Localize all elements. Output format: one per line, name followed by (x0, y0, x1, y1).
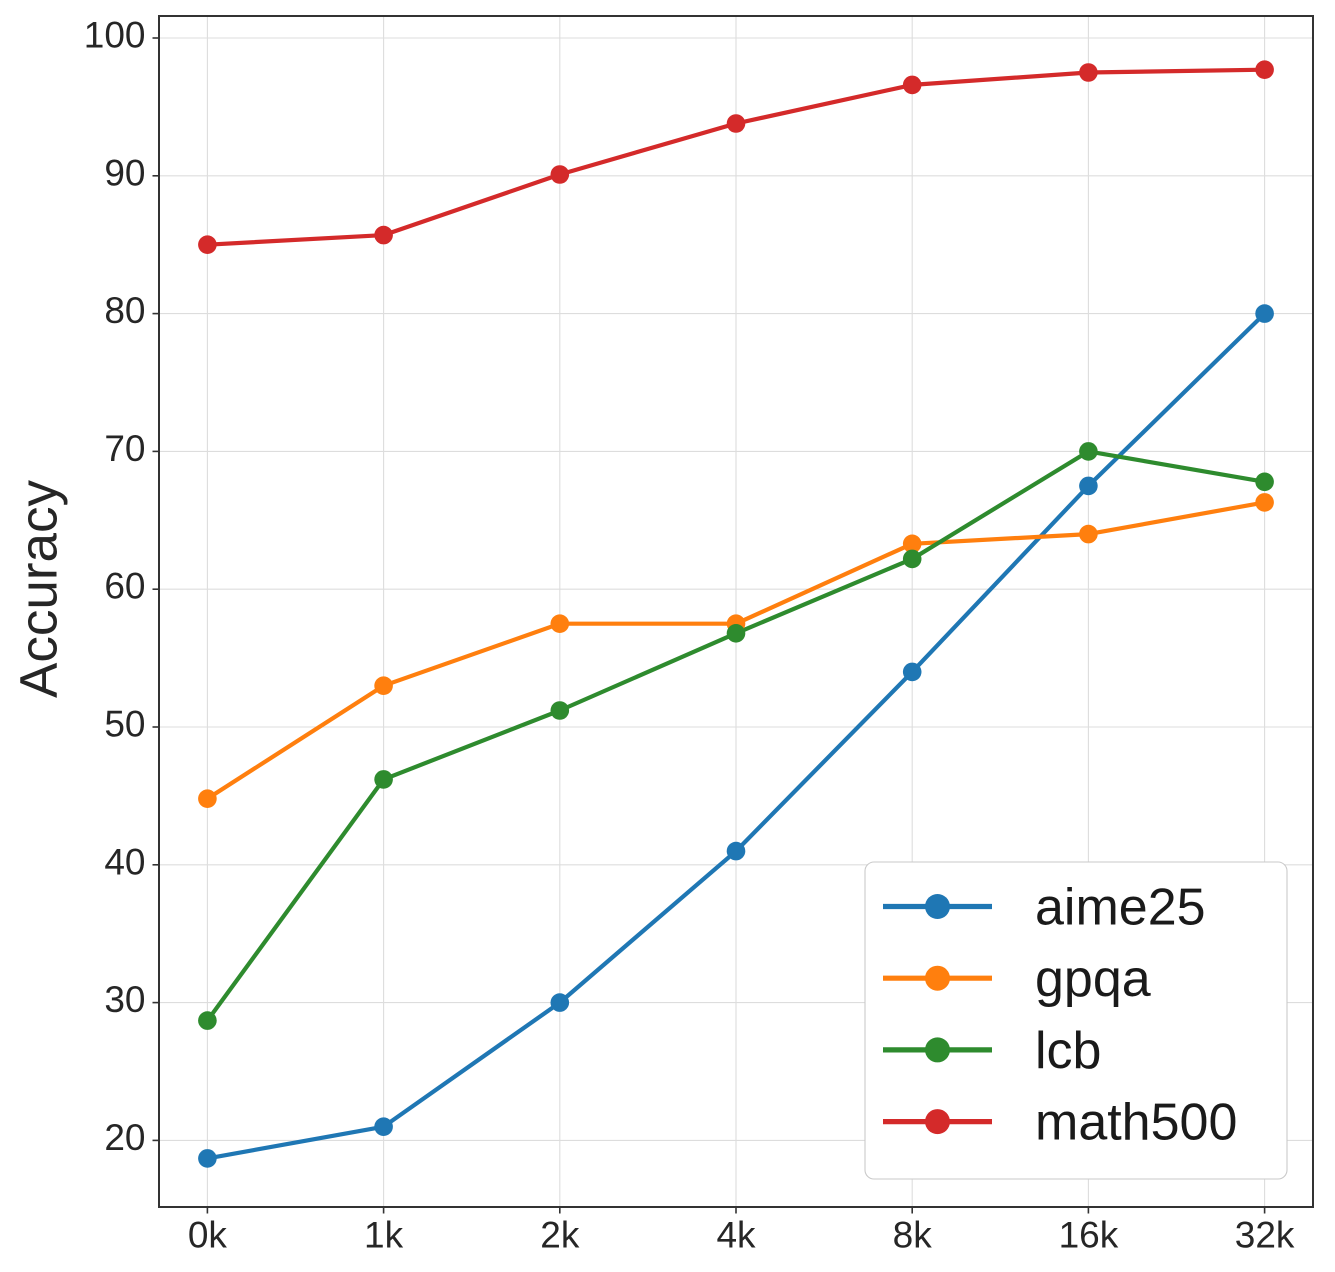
svg-text:2k: 2k (540, 1215, 580, 1256)
svg-text:Accuracy: Accuracy (10, 480, 69, 698)
svg-text:90: 90 (104, 152, 145, 193)
svg-text:gpqa: gpqa (1035, 950, 1151, 1008)
svg-text:1k: 1k (364, 1215, 404, 1256)
svg-text:100: 100 (84, 15, 146, 56)
svg-text:70: 70 (104, 428, 145, 469)
svg-text:math500: math500 (1035, 1094, 1237, 1152)
svg-text:16k: 16k (1059, 1215, 1119, 1256)
svg-text:50: 50 (104, 704, 145, 745)
svg-text:lcb: lcb (1035, 1022, 1101, 1080)
svg-text:0k: 0k (188, 1215, 228, 1256)
svg-text:80: 80 (104, 290, 145, 331)
svg-text:60: 60 (104, 566, 145, 607)
svg-text:8k: 8k (893, 1215, 933, 1256)
svg-text:aime25: aime25 (1035, 879, 1206, 937)
svg-text:40: 40 (104, 841, 145, 882)
svg-text:30: 30 (104, 979, 145, 1020)
svg-text:4k: 4k (716, 1215, 756, 1256)
svg-text:32k: 32k (1235, 1215, 1295, 1256)
svg-text:20: 20 (104, 1117, 145, 1158)
